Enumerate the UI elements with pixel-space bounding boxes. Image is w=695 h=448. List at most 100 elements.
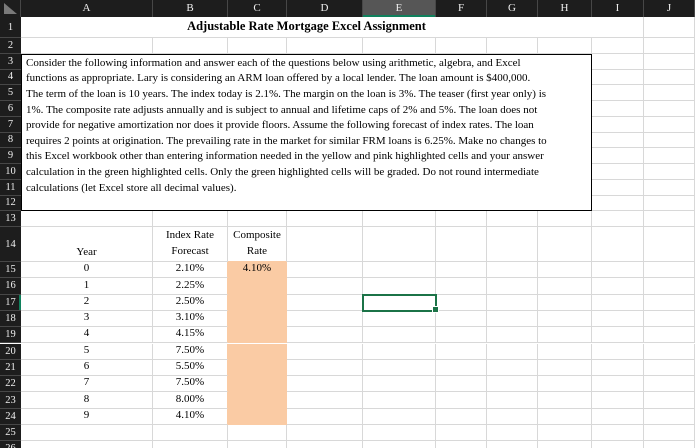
cell-B2[interactable] [153, 38, 228, 54]
cell-E21[interactable] [363, 359, 436, 377]
cell-E25[interactable] [363, 425, 436, 442]
cell-F14[interactable] [436, 227, 487, 262]
cell-A25[interactable] [21, 425, 153, 442]
cell-G26[interactable] [487, 441, 538, 448]
cell-E13[interactable] [363, 211, 436, 227]
cell-D15[interactable] [287, 262, 363, 279]
row-header-10[interactable]: 10 [0, 164, 21, 180]
cell-A26[interactable] [21, 441, 153, 448]
cell-H20[interactable] [538, 343, 592, 360]
cell-J13[interactable] [644, 211, 695, 227]
cell-B17[interactable]: 2.50% [153, 294, 228, 311]
column-header-I[interactable]: I [592, 0, 644, 17]
cell-G18[interactable] [487, 310, 538, 328]
cell-E26[interactable] [363, 441, 436, 448]
cell-B13[interactable] [153, 211, 228, 227]
cell-A18[interactable]: 3 [21, 310, 153, 328]
cell-J2[interactable] [644, 38, 695, 54]
row-header-1[interactable]: 1 [0, 17, 21, 38]
cell-A2[interactable] [21, 38, 153, 54]
cell-J10[interactable] [644, 164, 695, 180]
cell-B22[interactable]: 7.50% [153, 376, 228, 393]
cell-I3[interactable] [592, 53, 644, 70]
row-header-21[interactable]: 21 [0, 359, 21, 377]
row-header-22[interactable]: 22 [0, 376, 21, 393]
cell-I9[interactable] [592, 148, 644, 164]
cell-I8[interactable] [592, 132, 644, 149]
row-header-3[interactable]: 3 [0, 53, 21, 70]
cell-J23[interactable] [644, 392, 695, 409]
cell-I4[interactable] [592, 69, 644, 86]
row-header-15[interactable]: 15 [0, 262, 21, 279]
instructions-box[interactable]: Consider the following information and a… [21, 53, 592, 212]
cell-J26[interactable] [644, 441, 695, 448]
cell-G22[interactable] [487, 376, 538, 393]
cell-F18[interactable] [436, 310, 487, 328]
cell-H17[interactable] [538, 294, 592, 311]
cell-H21[interactable] [538, 359, 592, 377]
cell-H16[interactable] [538, 278, 592, 295]
cell-D26[interactable] [287, 441, 363, 448]
cell-H15[interactable] [538, 262, 592, 279]
cell-G13[interactable] [487, 211, 538, 227]
cell-F22[interactable] [436, 376, 487, 393]
row-header-4[interactable]: 4 [0, 69, 21, 86]
cell-J22[interactable] [644, 376, 695, 393]
cell-A23[interactable]: 8 [21, 392, 153, 409]
selected-cell-outline[interactable] [362, 293, 439, 314]
cell-I12[interactable] [592, 195, 644, 212]
cell-D14[interactable] [287, 227, 363, 262]
row-header-14[interactable]: 14 [0, 227, 21, 262]
cell-A21[interactable]: 6 [21, 359, 153, 377]
cell-D19[interactable] [287, 327, 363, 344]
cell-J11[interactable] [644, 179, 695, 196]
cell-E19[interactable] [363, 327, 436, 344]
cell-C2[interactable] [228, 38, 287, 54]
cell-I2[interactable] [592, 38, 644, 54]
cell-G17[interactable] [487, 294, 538, 311]
row-header-9[interactable]: 9 [0, 148, 21, 164]
cell-F13[interactable] [436, 211, 487, 227]
cell-H2[interactable] [538, 38, 592, 54]
cell-E18[interactable] [363, 310, 436, 328]
row-header-7[interactable]: 7 [0, 116, 21, 133]
cell-C17[interactable] [228, 294, 287, 311]
cell-J14[interactable] [644, 227, 695, 262]
cell-A20[interactable]: 5 [21, 343, 153, 360]
column-header-A[interactable]: A [21, 0, 153, 17]
column-header-J[interactable]: J [644, 0, 695, 17]
cell-F20[interactable] [436, 343, 487, 360]
cell-D16[interactable] [287, 278, 363, 295]
cell-H18[interactable] [538, 310, 592, 328]
cell-B16[interactable]: 2.25% [153, 278, 228, 295]
row-header-19[interactable]: 19 [0, 327, 21, 344]
cell-H26[interactable] [538, 441, 592, 448]
cell-J7[interactable] [644, 116, 695, 133]
cell-I10[interactable] [592, 164, 644, 180]
cell-B21[interactable]: 5.50% [153, 359, 228, 377]
cell-D22[interactable] [287, 376, 363, 393]
cell-B25[interactable] [153, 425, 228, 442]
column-header-G[interactable]: G [487, 0, 538, 17]
cell-J16[interactable] [644, 278, 695, 295]
cell-C18[interactable] [228, 310, 287, 328]
cell-F17[interactable] [436, 294, 487, 311]
row-header-8[interactable]: 8 [0, 132, 21, 149]
cell-J25[interactable] [644, 425, 695, 442]
cell-J24[interactable] [644, 408, 695, 425]
cell-D23[interactable] [287, 392, 363, 409]
cell-E15[interactable] [363, 262, 436, 279]
cell-J1[interactable] [644, 17, 695, 38]
cell-F24[interactable] [436, 408, 487, 425]
column-header-D[interactable]: D [287, 0, 363, 17]
cell-I11[interactable] [592, 179, 644, 196]
cell-A15[interactable]: 0 [21, 262, 153, 279]
cell-I16[interactable] [592, 278, 644, 295]
cell-F2[interactable] [436, 38, 487, 54]
cell-J12[interactable] [644, 195, 695, 212]
cell-I25[interactable] [592, 425, 644, 442]
cell-C13[interactable] [228, 211, 287, 227]
cell-D25[interactable] [287, 425, 363, 442]
cell-G15[interactable] [487, 262, 538, 279]
cell-G19[interactable] [487, 327, 538, 344]
